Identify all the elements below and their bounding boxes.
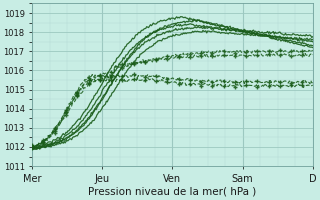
X-axis label: Pression niveau de la mer( hPa ): Pression niveau de la mer( hPa ) [88,187,257,197]
